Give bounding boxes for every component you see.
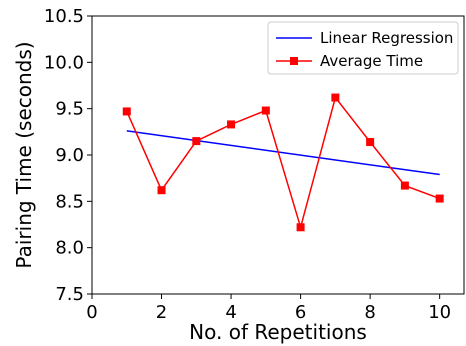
data-point-average-time (400, 181, 409, 190)
data-point-average-time (331, 93, 340, 102)
y-axis-label: Pairing Time (seconds) (12, 41, 36, 268)
legend-box (267, 21, 459, 75)
x-tick-label: 2 (156, 302, 167, 323)
x-tick-label: 0 (86, 302, 97, 323)
x-tick-label: 8 (364, 302, 375, 323)
y-tick-label: 7.5 (55, 284, 84, 305)
data-point-average-time (435, 194, 444, 203)
x-tick-label: 6 (295, 302, 306, 323)
x-tick-label: 10 (428, 302, 451, 323)
legend: Linear Regression Average Time (267, 21, 459, 75)
data-point-average-time (296, 223, 305, 232)
x-axis-label: No. of Repetitions (189, 320, 367, 344)
legend-label-average-time: Average Time (320, 52, 423, 70)
data-point-average-time (261, 106, 270, 115)
y-tick-label: 8.5 (55, 191, 84, 212)
series-line-linear-regression (126, 130, 440, 176)
y-axis: 7.5 8.0 8.5 9.0 9.5 10.0 10.5 (44, 6, 92, 305)
data-point-average-time (227, 120, 236, 129)
y-tick-label: 8.0 (55, 238, 84, 259)
data-point-average-time (192, 137, 201, 146)
series-line-average-time (126, 95, 440, 231)
legend-marker-average-time (290, 57, 298, 65)
data-point-average-time (122, 107, 131, 116)
data-point-average-time (366, 138, 375, 147)
series-layer (122, 93, 444, 232)
y-tick-label: 9.5 (55, 99, 84, 120)
y-tick-label: 9.0 (55, 145, 84, 166)
data-point-average-time (157, 186, 166, 195)
x-tick-label: 4 (225, 302, 236, 323)
y-tick-label: 10.0 (44, 52, 84, 73)
x-axis: 0 2 4 6 8 10 (86, 294, 451, 323)
y-tick-label: 10.5 (44, 6, 84, 27)
legend-label-linear-regression: Linear Regression (320, 29, 453, 47)
